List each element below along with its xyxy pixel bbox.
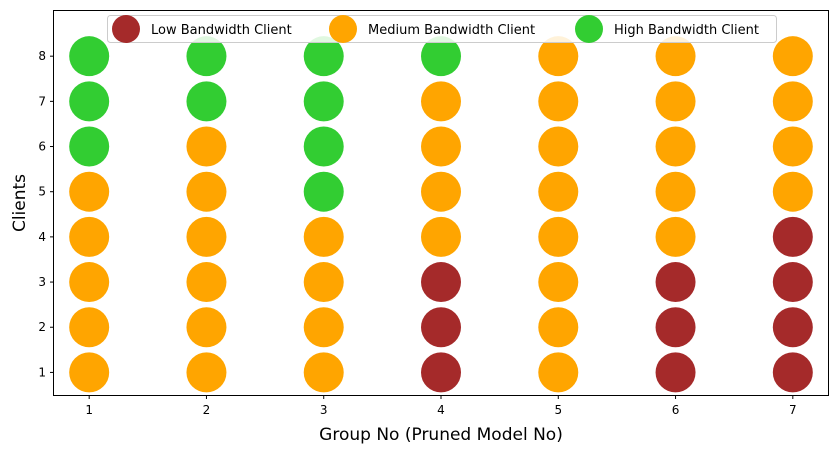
point-group4-client7-medium [421, 81, 461, 122]
point-group6-client6-medium [655, 126, 696, 167]
point-group1-client7-high [69, 81, 110, 122]
legend-label-high: High Bandwidth Client [614, 23, 759, 38]
legend-label-medium: Medium Bandwidth Client [368, 23, 535, 38]
point-group5-client4-medium [538, 216, 579, 257]
point-group7-client6-medium [772, 126, 813, 167]
point-group4-client6-medium [421, 126, 461, 167]
legend-box [107, 15, 777, 43]
point-group1-client2-medium [69, 307, 110, 348]
point-group5-client5-medium [538, 171, 579, 212]
y-axis-title: Clients [10, 174, 30, 232]
point-group2-client5-medium [186, 171, 227, 212]
point-group2-client4-medium [186, 216, 227, 257]
point-group2-client7-high [186, 81, 227, 122]
x-tick-label: 7 [789, 403, 797, 417]
point-group5-client7-medium [538, 81, 579, 122]
point-group3-client1-medium [303, 352, 344, 393]
point-group2-client2-medium [186, 307, 227, 348]
point-group2-client1-medium [186, 352, 227, 393]
legend-marker-medium [329, 15, 357, 43]
point-group3-client5-high [303, 171, 344, 212]
y-axis: 1 2 3 4 5 6 7 8 [38, 49, 54, 379]
x-axis-title: Group No (Pruned Model No) [319, 425, 563, 445]
y-tick-label: 4 [38, 230, 46, 244]
point-group7-client2-low [772, 307, 813, 348]
point-group6-client4-medium [655, 216, 696, 257]
point-group6-client7-medium [655, 81, 696, 122]
x-tick-label: 1 [85, 403, 93, 417]
point-group3-client8-high [303, 36, 344, 77]
point-group2-client6-medium [186, 126, 227, 167]
legend-label-low: Low Bandwidth Client [151, 23, 292, 38]
point-group1-client3-medium [69, 262, 110, 303]
y-tick-label: 1 [38, 365, 46, 379]
point-group7-client8-medium [772, 36, 813, 77]
x-tick-label: 3 [320, 403, 328, 417]
point-group6-client8-medium [655, 36, 696, 77]
point-group7-client7-medium [772, 81, 813, 122]
point-group2-client3-medium [186, 262, 227, 303]
point-group6-client3-low [655, 262, 696, 303]
point-group4-client8-high [421, 36, 461, 77]
point-group6-client5-medium [655, 171, 696, 212]
point-group1-client6-high [69, 126, 110, 167]
point-group3-client2-medium [303, 307, 344, 348]
point-group7-client5-medium [772, 171, 813, 212]
point-group4-client1-low [421, 352, 461, 393]
point-group4-client5-medium [421, 171, 461, 212]
points-layer [69, 36, 813, 393]
x-tick-label: 4 [437, 403, 445, 417]
point-group5-client3-medium [538, 262, 579, 303]
point-group3-client6-high [303, 126, 344, 167]
point-group6-client1-low [655, 352, 696, 393]
point-group1-client8-high [69, 36, 110, 77]
point-group5-client2-medium [538, 307, 579, 348]
x-tick-label: 5 [554, 403, 562, 417]
y-tick-label: 2 [38, 320, 46, 334]
point-group4-client3-low [421, 262, 461, 303]
point-group1-client5-medium [69, 171, 110, 212]
point-group4-client4-medium [421, 216, 461, 257]
point-group4-client2-low [421, 307, 461, 348]
point-group3-client3-medium [303, 262, 344, 303]
y-tick-label: 8 [38, 49, 46, 63]
legend: Low Bandwidth Client Medium Bandwidth Cl… [107, 15, 777, 43]
x-tick-label: 6 [672, 403, 680, 417]
legend-marker-high [575, 15, 603, 43]
y-tick-label: 5 [38, 185, 46, 199]
point-group6-client2-low [655, 307, 696, 348]
point-group1-client4-medium [69, 216, 110, 257]
point-group7-client1-low [772, 352, 813, 393]
point-group7-client4-low [772, 216, 813, 257]
x-tick-label: 2 [203, 403, 211, 417]
point-group5-client6-medium [538, 126, 579, 167]
point-group7-client3-low [772, 262, 813, 303]
point-group3-client4-medium [303, 216, 344, 257]
y-tick-label: 6 [38, 140, 46, 154]
point-group3-client7-high [303, 81, 344, 122]
x-axis: 1 2 3 4 5 6 7 [85, 395, 797, 417]
point-group5-client8-medium [538, 36, 579, 77]
legend-marker-low [112, 15, 140, 43]
point-group2-client8-high [186, 36, 227, 77]
y-tick-label: 3 [38, 275, 46, 289]
point-group1-client1-medium [69, 352, 110, 393]
point-group5-client1-medium [538, 352, 579, 393]
y-tick-label: 7 [38, 94, 46, 108]
